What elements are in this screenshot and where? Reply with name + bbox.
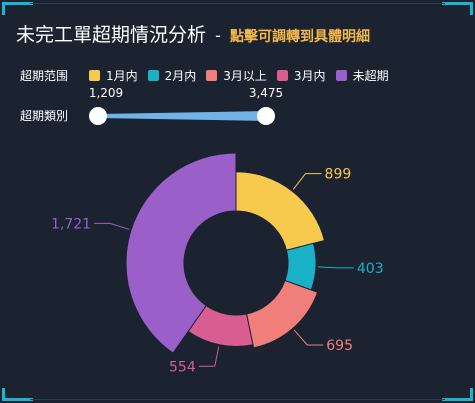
slice-0[interactable] [235, 171, 326, 251]
legend-swatch [335, 70, 347, 81]
slice-4[interactable] [125, 152, 237, 354]
corner-decoration-top-left [2, 2, 33, 15]
data-label-2: 695 [326, 338, 353, 354]
slider-min-label: 1,209 [88, 86, 124, 100]
frame-top-edge [30, 3, 445, 4]
title-separator: - [215, 26, 221, 45]
title-row: 未完工單超期情況分析 - 點擊可調轉到具體明細 [16, 20, 370, 47]
slice-2[interactable] [245, 279, 319, 349]
legend-swatch [89, 70, 100, 81]
legend-label: 1月内 [106, 69, 138, 83]
slider-min-handle[interactable] [89, 107, 107, 125]
data-label-4: 1,721 [51, 216, 91, 232]
legend-item-0[interactable]: 1月内 [89, 67, 138, 84]
slider-max-handle[interactable] [257, 107, 275, 125]
legend-label: 3月内 [293, 69, 326, 83]
chart-title: 未完工單超期情況分析 [16, 24, 207, 46]
corner-decoration-bottom-right [442, 388, 473, 401]
leader-line-0 [292, 173, 322, 190]
data-label-0: 899 [325, 167, 352, 183]
slider-track[interactable] [98, 111, 266, 121]
legend-swatch [276, 70, 288, 81]
data-label-1: 403 [357, 261, 384, 277]
category-filter-label: 超期類別 [20, 109, 69, 123]
leader-line-3 [198, 346, 220, 367]
slider-max-label: 3,475 [248, 86, 284, 100]
range-filter-label: 超期范围 [20, 69, 69, 83]
legend-item-3[interactable]: 3月内 [276, 67, 326, 84]
chart-subtitle-link[interactable]: 點擊可調轉到具體明細 [229, 29, 370, 45]
frame-bottom-edge [30, 399, 445, 400]
legend-item-4[interactable]: 未超期 [335, 67, 389, 84]
leader-line-4 [94, 222, 130, 230]
legend-item-1[interactable]: 2月内 [147, 67, 197, 84]
leader-line-1 [317, 266, 354, 269]
data-label-3: 554 [169, 359, 196, 375]
corner-decoration-bottom-left [2, 388, 33, 401]
legend-label: 2月内 [164, 69, 197, 83]
legend-label: 未超期 [352, 69, 389, 83]
chart-legend: 1月内 2月内 3月以上 3月内 未超期 [89, 67, 399, 84]
corner-decoration-top-right [442, 2, 473, 15]
legend-swatch [206, 70, 218, 81]
legend-label: 3月以上 [223, 69, 267, 83]
legend-swatch [147, 70, 159, 81]
legend-item-2[interactable]: 3月以上 [206, 67, 267, 84]
leader-line-2 [293, 329, 324, 346]
